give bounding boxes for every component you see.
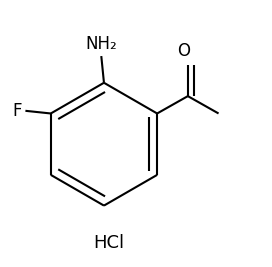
Text: F: F [12,102,21,120]
Text: O: O [177,42,190,60]
Text: NH₂: NH₂ [85,36,117,53]
Text: HCl: HCl [94,234,125,252]
